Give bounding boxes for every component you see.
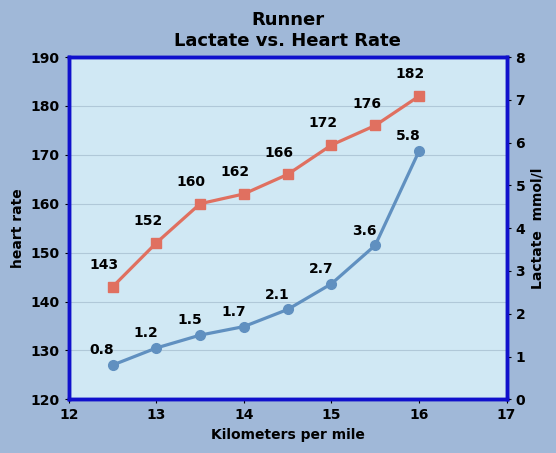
Y-axis label: heart rate: heart rate [11,188,25,268]
Text: 5.8: 5.8 [396,130,421,144]
Y-axis label: Lactate  mmol/l: Lactate mmol/l [531,168,545,289]
Text: 182: 182 [396,67,425,82]
Text: 143: 143 [90,258,118,272]
Text: 162: 162 [221,165,250,179]
Text: 2.1: 2.1 [265,288,290,302]
Text: 1.5: 1.5 [177,313,202,328]
Text: 2.7: 2.7 [309,262,333,276]
Title: Runner
Lactate vs. Heart Rate: Runner Lactate vs. Heart Rate [174,11,401,50]
Text: 1.2: 1.2 [133,326,158,340]
Text: 160: 160 [177,175,206,189]
Text: 1.7: 1.7 [221,305,246,319]
Text: 0.8: 0.8 [90,343,115,357]
Text: 152: 152 [133,214,162,228]
Text: 172: 172 [308,116,337,130]
Text: 176: 176 [352,97,381,111]
X-axis label: Kilometers per mile: Kilometers per mile [211,428,365,442]
Text: 3.6: 3.6 [353,224,377,237]
Text: 166: 166 [265,146,294,160]
